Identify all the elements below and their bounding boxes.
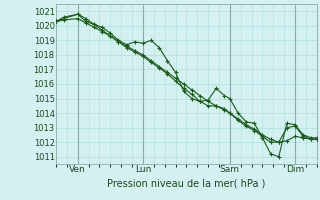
X-axis label: Pression niveau de la mer( hPa ): Pression niveau de la mer( hPa ) [107, 179, 266, 189]
